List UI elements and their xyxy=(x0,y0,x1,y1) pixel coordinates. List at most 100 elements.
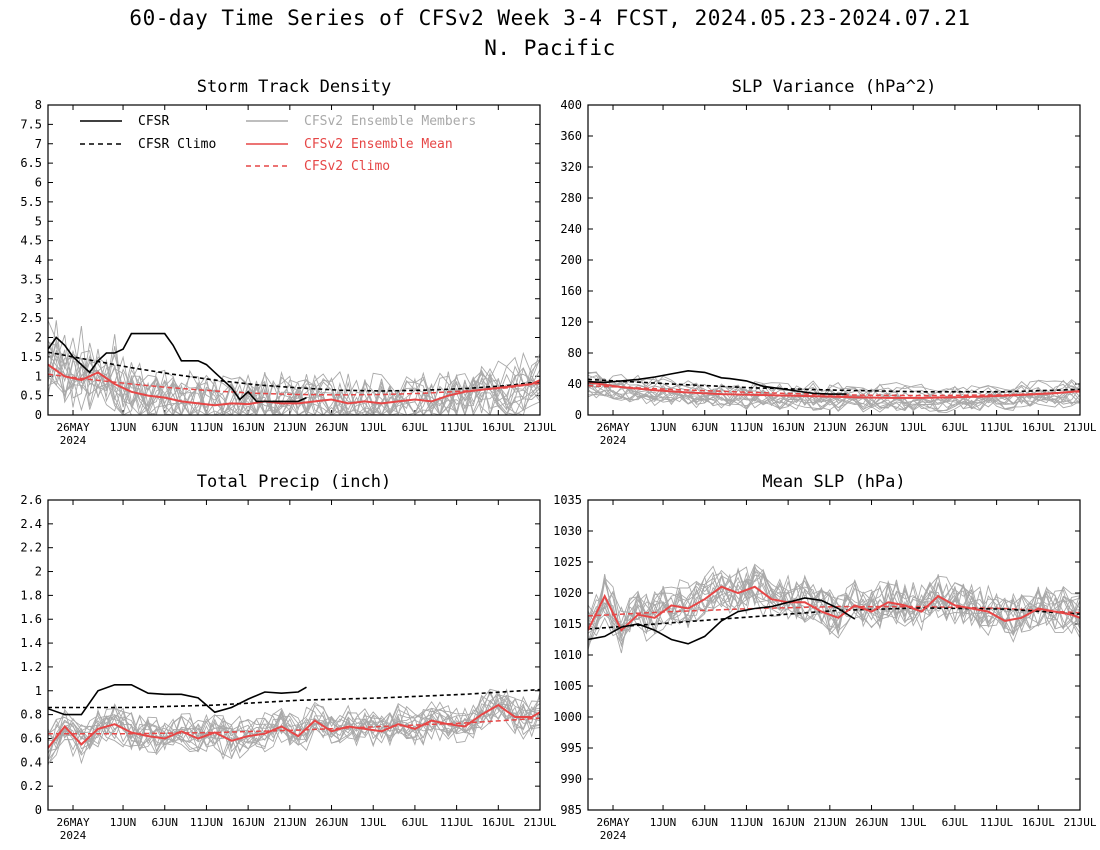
x-tick-label: 11JUL xyxy=(980,421,1013,434)
x-tick-label: 26JUN xyxy=(855,816,888,829)
ensemble-member-line xyxy=(588,371,1080,397)
ensemble-member-line xyxy=(588,571,1080,643)
y-tick-label: 985 xyxy=(560,803,582,817)
y-tick-label: 0 xyxy=(575,408,582,422)
x-tick-label: 26MAY xyxy=(56,421,89,434)
y-tick-label: 1035 xyxy=(553,493,582,507)
x-tick-label: 11JUN xyxy=(730,816,763,829)
x-tick-label: 21JUL xyxy=(523,421,556,434)
y-tick-label: 6 xyxy=(35,176,42,190)
page-title-line1: 60-day Time Series of CFSv2 Week 3-4 FCS… xyxy=(129,6,971,30)
x-tick-label: 16JUN xyxy=(232,816,265,829)
series-cfsr xyxy=(588,597,856,645)
y-tick-label: 1 xyxy=(35,684,42,698)
y-tick-label: 400 xyxy=(560,98,582,112)
y-tick-label: 4 xyxy=(35,253,42,267)
y-tick-label: 1.2 xyxy=(20,660,42,674)
y-tick-label: 40 xyxy=(568,377,582,391)
x-tick-label: 26MAY xyxy=(56,816,89,829)
series-cfsr xyxy=(48,332,307,403)
y-tick-label: 7 xyxy=(35,137,42,151)
y-tick-label: 2.2 xyxy=(20,541,42,555)
x-tick-label: 11JUN xyxy=(190,421,223,434)
series-cfsv2-climo xyxy=(48,717,540,735)
x-tick-label: 21JUN xyxy=(273,816,306,829)
chart-panel-3: Total Precip (inch) 0 0.2 0.4 0.6 0.8 1 1.2 1.4 1… xyxy=(20,472,557,842)
series-cfsv2-ensemble-mean xyxy=(48,363,540,407)
x-tick-label: 1JUL xyxy=(360,816,387,829)
y-tick-label: 990 xyxy=(560,772,582,786)
y-tick-label: 0.2 xyxy=(20,779,42,793)
y-tick-label: 1000 xyxy=(553,710,582,724)
y-tick-label: 1.4 xyxy=(20,636,42,650)
y-tick-label: 6.5 xyxy=(20,156,42,170)
x-tick-label: 16JUL xyxy=(1022,816,1055,829)
x-tick-label: 1JUN xyxy=(650,816,677,829)
x-tick-label: 1JUN xyxy=(110,816,137,829)
ensemble-member-line xyxy=(588,387,1080,414)
series-cfsv2-ensemble-mean xyxy=(588,381,1080,399)
x-tick-label: 11JUL xyxy=(440,816,473,829)
legend-label: CFSv2 Ensemble Members xyxy=(304,114,476,129)
ensemble-members xyxy=(588,371,1080,414)
page-title-line2: N. Pacific xyxy=(484,36,616,60)
y-tick-label: 1010 xyxy=(553,648,582,662)
x-tick-label: 26JUN xyxy=(315,816,348,829)
plot-area xyxy=(48,683,540,766)
x-tick-label: 21JUN xyxy=(813,421,846,434)
y-tick-label: 200 xyxy=(560,253,582,267)
legend: CFSR CFSR Climo CFSv2 Ensemble Members CFSv… xyxy=(80,114,476,174)
x-tick-label: 21JUN xyxy=(813,816,846,829)
chart-panel-2: SLP Variance (hPa^2) 0 40 80 120 160 200 240 280… xyxy=(560,77,1097,447)
y-tick-label: 1.8 xyxy=(20,588,42,602)
y-tick-label: 120 xyxy=(560,315,582,329)
plot-frame xyxy=(587,104,1081,416)
ensemble-member-line xyxy=(48,348,540,415)
x-tick-label: 16JUL xyxy=(1022,421,1055,434)
y-tick-label: 5 xyxy=(35,214,42,228)
y-tick-label: 5.5 xyxy=(20,195,42,209)
y-tick-label: 1015 xyxy=(553,617,582,631)
y-tick-label: 3.5 xyxy=(20,272,42,286)
ensemble-member-line xyxy=(588,567,1080,647)
x-tick-label: 26MAY xyxy=(596,816,629,829)
y-tick-label: 320 xyxy=(560,160,582,174)
x-tick-label: 6JUL xyxy=(402,421,429,434)
chart-title: SLP Variance (hPa^2) xyxy=(732,77,937,97)
plot-frame xyxy=(47,104,541,416)
y-tick-label: 1030 xyxy=(553,524,582,538)
chart-panel-4: Mean SLP (hPa) 985 990 995 1000 1005 1010 1015 1… xyxy=(553,472,1097,842)
x-tick-label: 1JUL xyxy=(900,421,927,434)
x-tick-label: 26JUN xyxy=(855,421,888,434)
ensemble-member-line xyxy=(588,372,1080,399)
x-tick-label: 16JUL xyxy=(482,816,515,829)
x-year-label: 2024 xyxy=(600,434,627,447)
legend-label: CFSv2 Climo xyxy=(304,159,390,174)
y-tick-label: 2.5 xyxy=(20,311,42,325)
legend-label: CFSv2 Ensemble Mean xyxy=(304,137,453,152)
series-cfsv2-ensemble-mean xyxy=(588,585,1080,632)
series-cfsr-climo xyxy=(48,351,540,392)
ensemble-member-line xyxy=(48,695,540,754)
y-tick-label: 1020 xyxy=(553,586,582,600)
x-tick-label: 21JUN xyxy=(273,421,306,434)
x-tick-label: 6JUN xyxy=(691,816,718,829)
chart-panel-1: Storm Track Density 0 0.5 1 1.5 2 2.5 3 3.5 4 4.5 5… xyxy=(20,77,557,447)
x-tick-label: 1JUL xyxy=(900,816,927,829)
x-year-label: 2024 xyxy=(60,829,87,842)
y-tick-label: 3 xyxy=(35,292,42,306)
plot-area xyxy=(588,563,1080,654)
x-tick-label: 21JUL xyxy=(523,816,556,829)
y-tick-label: 7.5 xyxy=(20,117,42,131)
x-year-label: 2024 xyxy=(60,434,87,447)
plot-area xyxy=(588,369,1080,414)
y-tick-label: 280 xyxy=(560,191,582,205)
ensemble-member-line xyxy=(48,702,540,755)
ensemble-member-line xyxy=(588,371,1080,401)
x-tick-label: 26JUN xyxy=(315,421,348,434)
plot-frame xyxy=(47,499,541,811)
x-tick-label: 16JUN xyxy=(772,421,805,434)
x-tick-label: 26MAY xyxy=(596,421,629,434)
y-tick-label: 2.6 xyxy=(20,493,42,507)
